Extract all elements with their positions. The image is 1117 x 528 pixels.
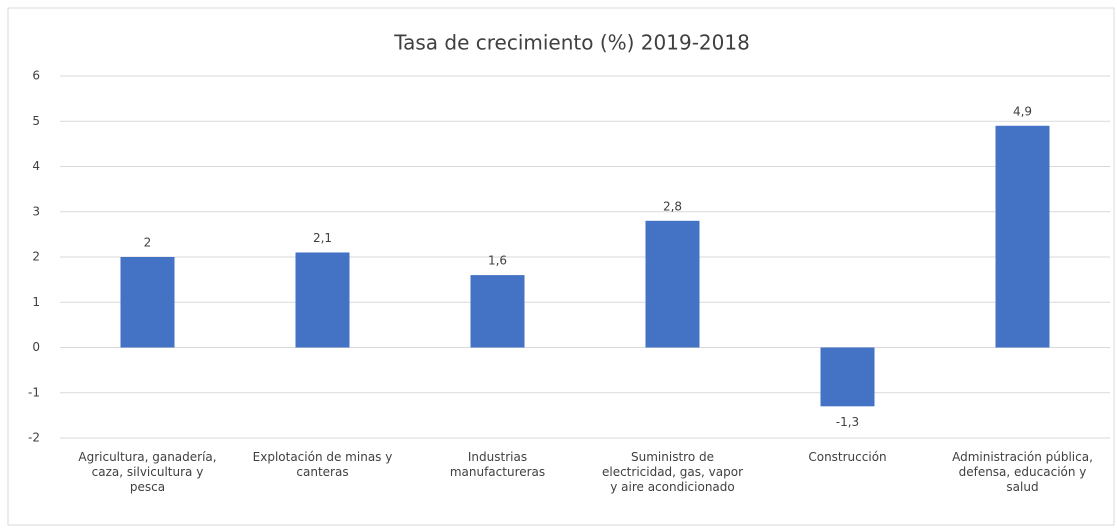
y-tick-label: 5 xyxy=(32,114,40,128)
y-tick-label: 1 xyxy=(32,295,40,309)
y-tick-label: 0 xyxy=(32,340,40,354)
data-label: 2,8 xyxy=(663,199,682,213)
data-label: 2 xyxy=(144,236,152,250)
y-tick-label: 2 xyxy=(32,250,40,264)
chart-title: Tasa de crecimiento (%) 2019-2018 xyxy=(393,31,750,55)
x-tick-label-box: Construcción xyxy=(808,450,887,464)
x-tick-label: Explotación de minas y canteras xyxy=(252,450,393,479)
x-tick-label: Agricultura, ganadería, caza, silvicultu… xyxy=(78,450,217,494)
bar xyxy=(295,252,350,348)
y-tick-label: 4 xyxy=(32,159,40,173)
y-tick-label: 3 xyxy=(32,204,40,218)
x-tick-label-box: Industrias manufactureras xyxy=(449,450,546,479)
x-tick-label-box: Agricultura, ganadería, caza, silvicultu… xyxy=(78,450,217,494)
data-label: -1,3 xyxy=(836,415,859,429)
data-label: 4,9 xyxy=(1013,104,1032,118)
data-label: 1,6 xyxy=(488,254,507,268)
x-tick-label: Construcción xyxy=(808,450,887,464)
bar xyxy=(820,347,875,407)
x-tick-label-box: Administración pública, defensa, educaci… xyxy=(952,450,1093,494)
bar xyxy=(470,275,525,348)
x-tick-label-box: Explotación de minas y canteras xyxy=(252,450,393,479)
bar xyxy=(120,257,175,348)
x-tick-label-box: Suministro de electricidad, gas, vapor y… xyxy=(601,450,744,494)
x-tick-label: Suministro de electricidad, gas, vapor y… xyxy=(601,450,744,494)
y-tick-label: 6 xyxy=(32,69,40,83)
y-tick-label: -2 xyxy=(28,431,40,445)
bar xyxy=(645,220,700,348)
data-label: 2,1 xyxy=(313,231,332,245)
bar xyxy=(995,125,1050,348)
y-tick-label: -1 xyxy=(28,385,40,399)
x-tick-label: Administración pública, defensa, educaci… xyxy=(952,450,1093,494)
x-tick-label: Industrias manufactureras xyxy=(449,450,546,479)
chart-frame xyxy=(7,7,1115,526)
